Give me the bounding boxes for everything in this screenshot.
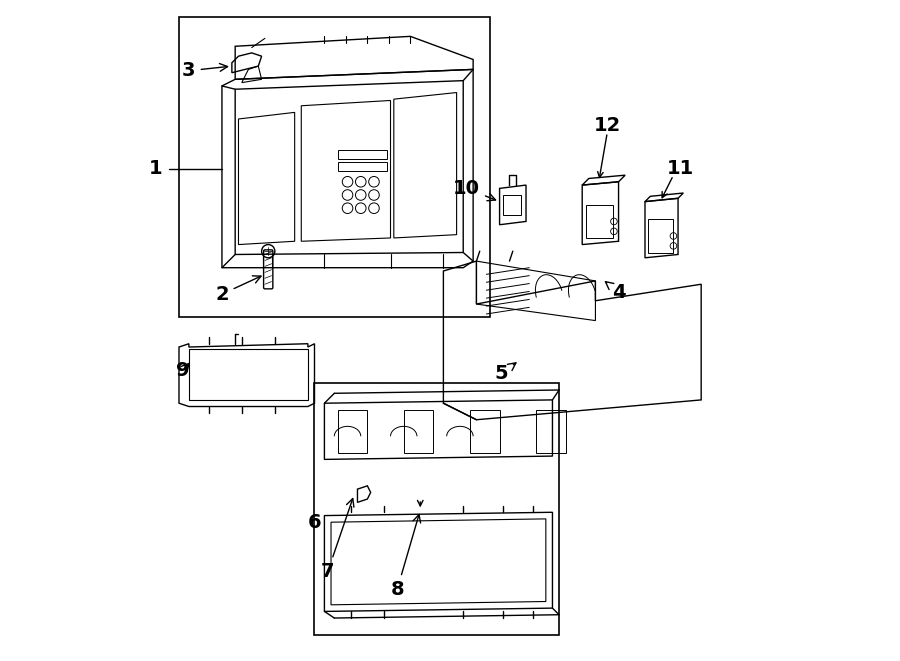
Bar [338,150,387,159]
Bar [536,410,566,453]
Bar [338,410,367,453]
Bar [503,195,521,215]
Text: 3: 3 [182,61,228,80]
Text: 11: 11 [666,159,694,178]
Text: 5: 5 [495,363,516,383]
Bar [314,383,559,635]
Text: 1: 1 [149,159,163,178]
Text: 9: 9 [176,361,190,379]
Bar [586,205,613,238]
Text: 2: 2 [215,276,261,303]
Bar [179,17,490,317]
Text: 10: 10 [453,179,496,201]
Text: 7: 7 [321,498,354,581]
Text: 6: 6 [308,513,321,531]
Bar [648,219,673,253]
Bar [404,410,434,453]
Text: 4: 4 [606,282,626,301]
Bar [470,410,500,453]
Text: 12: 12 [594,116,621,135]
Bar [338,162,387,171]
Text: 8: 8 [391,514,420,599]
